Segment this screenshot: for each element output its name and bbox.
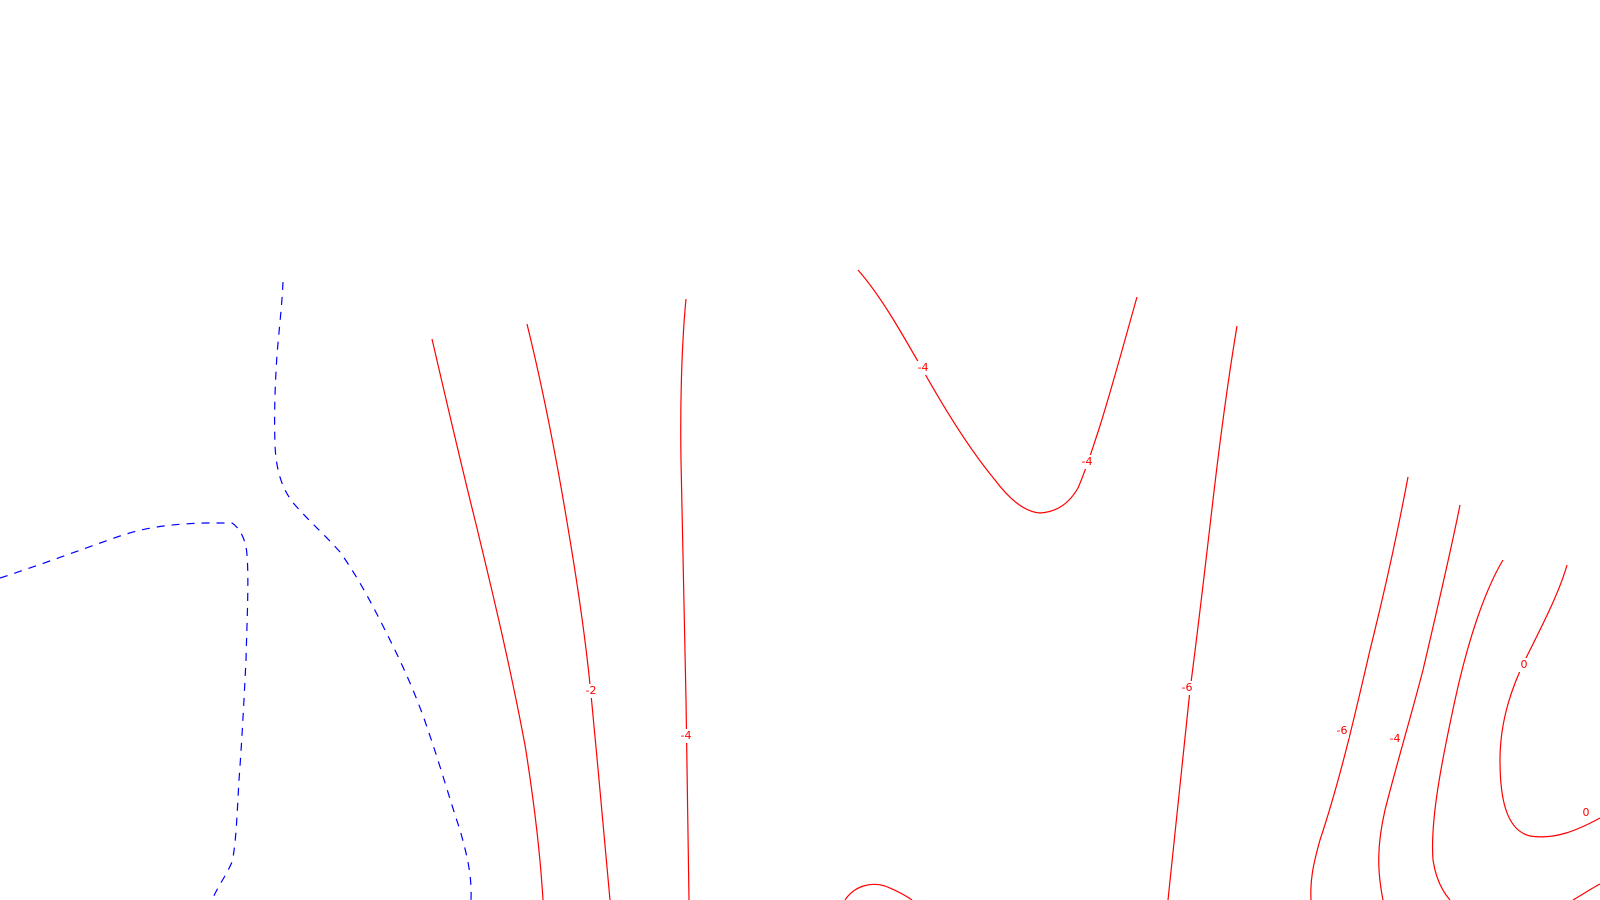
contour-line-corner <box>1572 883 1600 900</box>
contour-line-zero <box>1499 564 1600 838</box>
contour-line-dashed-inner <box>274 281 472 900</box>
contour-label: -6 <box>1182 681 1193 694</box>
contour-label: -4 <box>1082 455 1093 468</box>
contour-label: 0 <box>1521 658 1528 671</box>
contour-label: -2 <box>586 684 597 697</box>
contour-line-neg6-right <box>1310 476 1409 900</box>
contour-line-neg6-center <box>1167 325 1238 900</box>
contour-line-neg4-vertical <box>680 298 690 900</box>
contour-line-right-outer <box>1431 559 1504 900</box>
contour-line-bottom-arc <box>844 883 913 900</box>
contour-line-a <box>431 338 544 900</box>
contour-line-dashed-outer <box>0 522 249 900</box>
contour-labels: -2 -4 -4 -4 -6 -6 -4 0 0 <box>584 361 1592 820</box>
contour-label: -4 <box>1390 732 1401 745</box>
contour-label: 0 <box>1583 806 1590 819</box>
contour-line-neg4-right <box>1378 504 1461 900</box>
contour-label: -6 <box>1337 724 1348 737</box>
contour-label: -4 <box>918 361 929 374</box>
contour-line-neg2 <box>526 323 611 900</box>
contour-line-neg4-valley <box>857 269 1138 514</box>
contour-label: -4 <box>681 729 692 742</box>
